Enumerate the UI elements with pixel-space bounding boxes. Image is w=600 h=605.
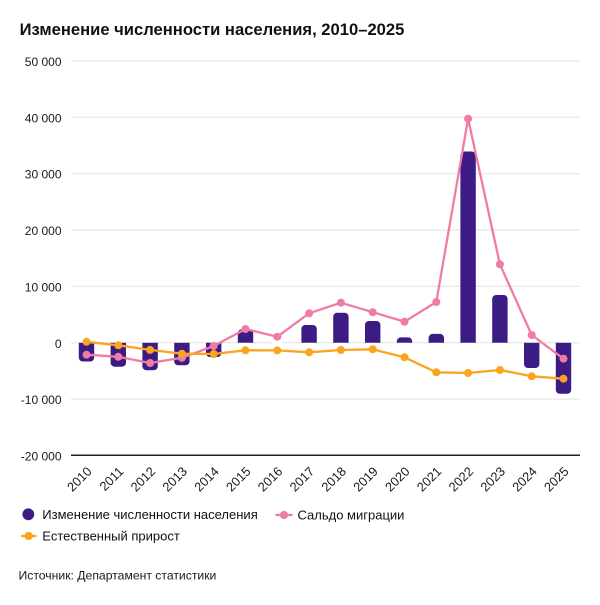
svg-text:Изменение численности населени: Изменение численности населения, 2010–20… (20, 20, 405, 39)
svg-text:-10 000: -10 000 (21, 393, 62, 407)
svg-text:0: 0 (55, 337, 62, 351)
svg-text:Изменение численности населени: Изменение численности населения (42, 507, 257, 522)
svg-text:40 000: 40 000 (25, 111, 62, 125)
svg-text:10 000: 10 000 (25, 280, 62, 294)
svg-text:Естественный прирост: Естественный прирост (42, 529, 180, 544)
svg-text:30 000: 30 000 (25, 168, 62, 182)
svg-text:Источник: Департамент статисти: Источник: Департамент статистики (19, 569, 217, 583)
svg-text:Сальдо миграции: Сальдо миграции (298, 508, 405, 523)
svg-text:-20 000: -20 000 (21, 449, 62, 463)
svg-text:50 000: 50 000 (25, 55, 62, 69)
svg-text:20 000: 20 000 (25, 224, 62, 238)
